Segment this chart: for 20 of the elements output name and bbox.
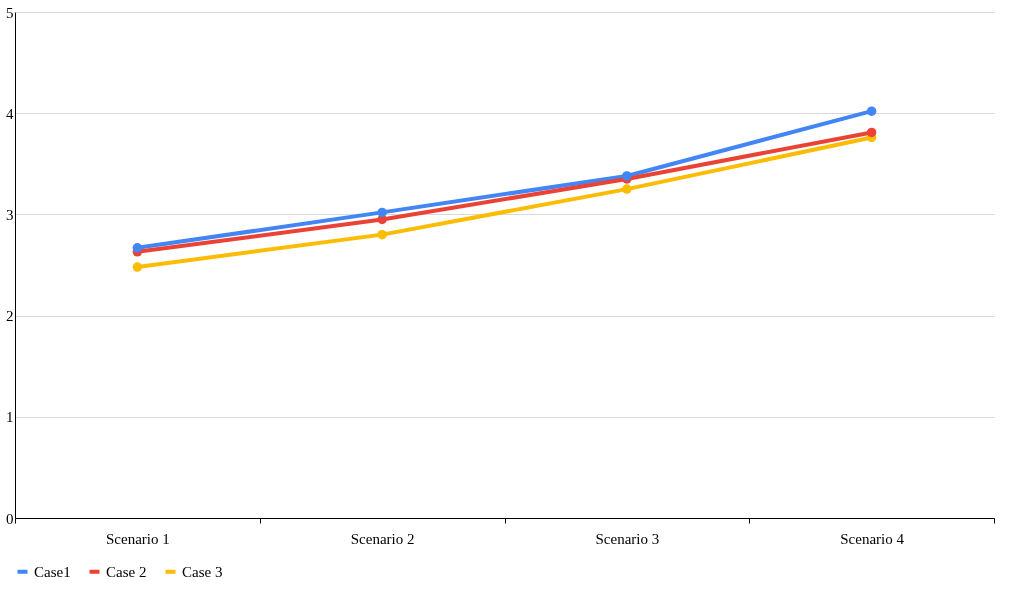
point bbox=[866, 106, 877, 116]
point bbox=[377, 229, 387, 240]
y-tick-label: 3 bbox=[6, 206, 14, 223]
y-tick-label: 5 bbox=[6, 4, 14, 21]
x-tick-label: Scenario 4 bbox=[840, 530, 905, 547]
x-tick-label: Scenario 1 bbox=[106, 530, 170, 547]
point bbox=[866, 127, 877, 138]
y-tick-label: 4 bbox=[6, 105, 14, 122]
legend-label: Case 2 bbox=[106, 563, 147, 580]
point bbox=[622, 184, 632, 194]
point bbox=[377, 207, 387, 218]
y-tick-label: 1 bbox=[6, 409, 14, 426]
legend-label: Case 3 bbox=[182, 563, 223, 580]
point bbox=[132, 243, 143, 253]
y-tick-label: 2 bbox=[6, 308, 14, 325]
y-tick-label: 0 bbox=[6, 510, 14, 527]
legend-label: Case1 bbox=[34, 563, 71, 580]
point bbox=[132, 262, 143, 272]
x-tick-label: Scenario 2 bbox=[350, 530, 415, 547]
x-tick-label: Scenario 3 bbox=[595, 530, 660, 547]
